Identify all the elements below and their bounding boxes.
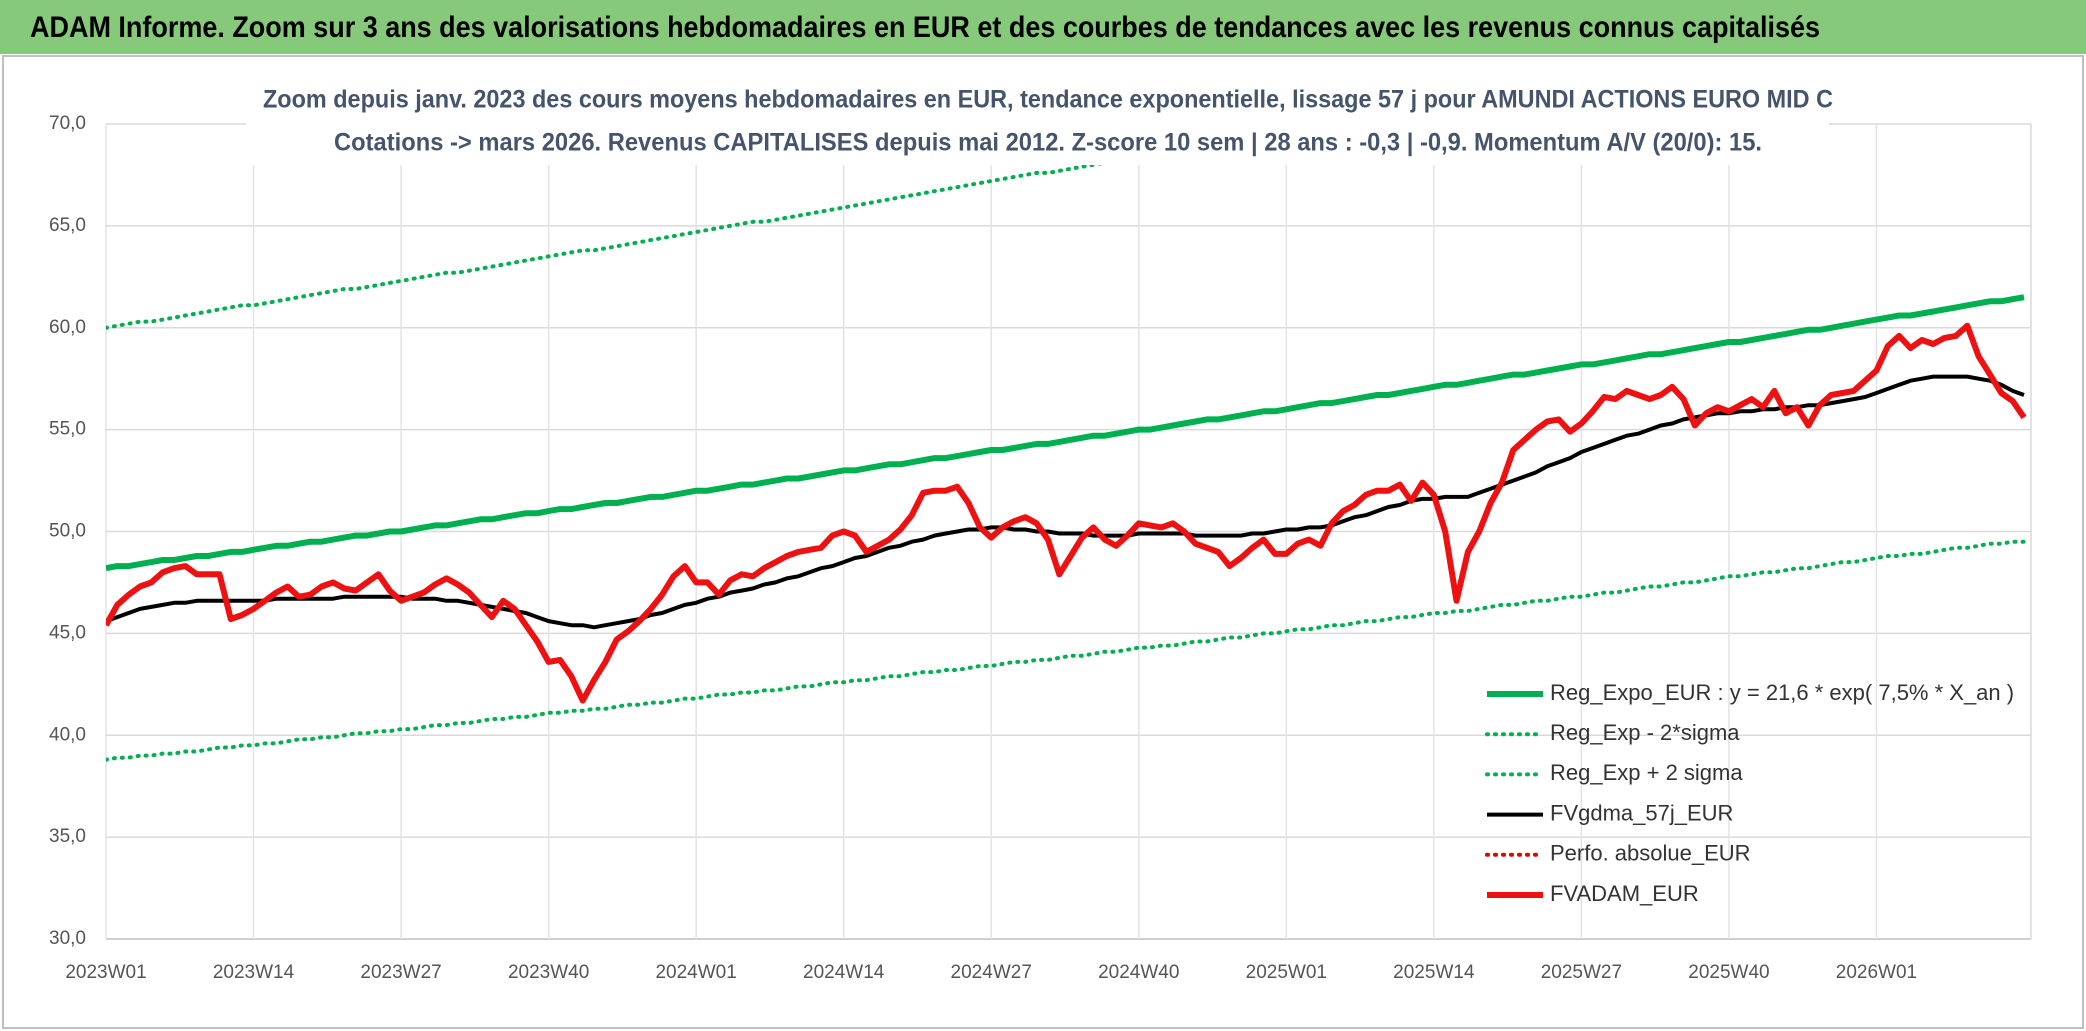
legend: Reg_Expo_EUR : y = 21,6 * exp( 7,5% * X_… [1485,680,2014,906]
x-tick-label: 2025W14 [1393,962,1475,983]
y-tick-label: 70,0 [49,113,86,134]
y-tick-label: 35,0 [49,826,86,847]
legend-label: FVgdma_57j_EUR [1550,800,1733,825]
header-title: ADAM Informe. Zoom sur 3 ans des valoris… [30,11,1820,44]
legend-label: FVADAM_EUR [1550,881,1699,906]
y-tick-label: 40,0 [49,724,86,745]
series-line [106,374,2025,630]
x-tick-label: 2023W01 [65,962,146,983]
y-tick-label: 60,0 [49,317,86,338]
series-line [106,294,2025,572]
chart-subtitle: Cotations -> mars 2026. Revenus CAPITALI… [334,129,1762,157]
x-tick-label: 2025W01 [1246,962,1327,983]
x-tick-label: 2024W01 [655,962,736,983]
y-tick-label: 30,0 [49,928,86,949]
x-tick-label: 2023W40 [508,962,589,983]
y-tick-label: 45,0 [49,622,86,643]
x-tick-label: 2024W27 [951,962,1032,983]
x-tick-label: 2026W01 [1836,962,1917,983]
title-box [246,75,1829,165]
plot-lines [106,124,2027,762]
x-tick-label: 2025W27 [1541,962,1622,983]
x-tick-label: 2023W14 [213,962,295,983]
x-tick-label: 2024W40 [1098,962,1179,983]
series-line [106,322,2027,704]
legend-label: Perfo. absolue_EUR [1550,841,1751,866]
legend-label: Reg_Exp + 2 sigma [1550,760,1743,785]
legend-label: Reg_Exp - 2*sigma [1550,720,1740,745]
chart-frame [2,55,2084,1029]
y-tick-label: 50,0 [49,521,86,542]
chart-title: Zoom depuis janv. 2023 des cours moyens … [263,86,1833,114]
x-tick-label: 2023W27 [360,962,441,983]
series-line [106,539,2026,762]
y-tick-label: 55,0 [49,419,86,440]
header-bar [0,0,2086,54]
y-tick-label: 65,0 [49,215,86,236]
legend-label: Reg_Expo_EUR : y = 21,6 * exp( 7,5% * X_… [1550,680,2014,705]
grid: 30,0 35,0 40,0 45,0 50,0 55,0 60,0 65,0 70,0 2023… [49,113,2032,983]
x-tick-label: 2024W14 [803,962,885,983]
x-tick-label: 2025W40 [1688,962,1769,983]
